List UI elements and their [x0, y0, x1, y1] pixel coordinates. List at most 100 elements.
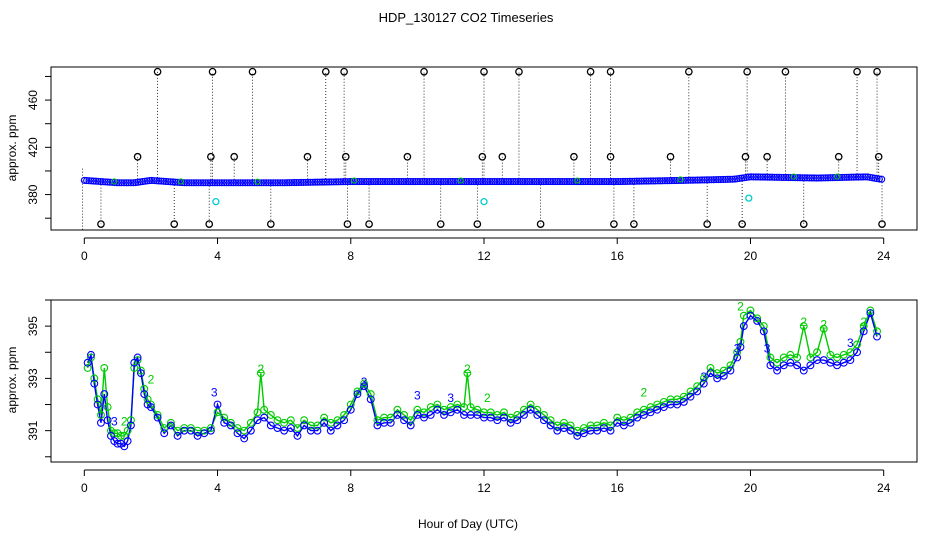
series-2-point: [116, 431, 125, 440]
series-3-point: [113, 439, 122, 448]
series-3-marker-label: 3: [414, 388, 421, 402]
top-baseline-point: [547, 178, 555, 186]
series-2-point: [393, 405, 402, 414]
top-baseline-point: [761, 173, 769, 181]
top-baseline-point: [423, 178, 431, 186]
top-baseline-point: [773, 173, 781, 181]
series-3-point: [573, 431, 582, 440]
top-baseline-point: [222, 179, 231, 187]
top-baseline-point: [728, 175, 737, 183]
series-3-point: [766, 361, 775, 370]
top-baseline-point: [689, 176, 697, 184]
series-2-point: [83, 363, 92, 372]
top-baseline-point: [90, 177, 98, 185]
top-baseline-point: [561, 178, 569, 186]
top-baseline-point: [369, 178, 377, 186]
series-2-point: [346, 400, 355, 409]
top-spike-high-marker: [684, 67, 693, 76]
top-baseline-point: [617, 177, 625, 186]
top-baseline-point: [596, 178, 604, 186]
series-3-point: [273, 424, 282, 432]
top-cyan-point: [745, 194, 753, 202]
top-baseline-point: [411, 178, 419, 186]
top-spike-high-marker: [340, 67, 348, 76]
series-3-point: [133, 353, 142, 362]
series-3-point: [300, 421, 309, 430]
top-baseline-point: [817, 174, 825, 182]
top-spike-mid-marker: [741, 152, 750, 161]
top-baseline-point: [721, 175, 730, 183]
top-baseline-point: [409, 178, 417, 186]
series-3-point: [633, 413, 642, 422]
series-3-point: [673, 400, 682, 409]
series-2-marker-label: 2: [800, 315, 807, 329]
series-3-marker-label: 3: [700, 370, 707, 384]
top-baseline-point: [544, 178, 552, 186]
top-baseline-point: [607, 178, 615, 186]
series-3-point: [619, 421, 628, 430]
series-3-point: [97, 418, 105, 427]
top-baseline-point: [665, 177, 674, 185]
series-3-point: [693, 387, 702, 396]
top-baseline-point: [780, 173, 788, 181]
series-3-point: [366, 395, 375, 404]
top-baseline-point: [840, 173, 848, 181]
top-spike-high-marker: [153, 67, 162, 76]
top-baseline-point: [507, 178, 515, 186]
series-3-marker-label: 3: [361, 375, 368, 389]
top-baseline-point: [537, 178, 545, 186]
series-3-point: [506, 418, 515, 427]
bottom-x-tick-label: 24: [877, 481, 891, 495]
top-baseline-point: [127, 179, 135, 187]
top-baseline-point: [712, 176, 720, 184]
series-3-point: [226, 421, 235, 430]
top-baseline-point: [479, 178, 487, 186]
top-baseline-point: [556, 178, 564, 186]
series-3-point: [413, 411, 422, 419]
series-3-point: [793, 361, 802, 370]
top-baseline-point: [199, 179, 207, 187]
series-3-point: [313, 426, 322, 435]
top-baseline-point: [686, 176, 695, 184]
top-baseline-point: [167, 178, 175, 186]
series-3-point: [173, 431, 182, 440]
top-baseline-point: [875, 175, 883, 183]
series-2-point: [300, 416, 309, 425]
top-baseline-point: [218, 179, 226, 187]
top-baseline-point: [528, 178, 536, 186]
top-baseline-point: [129, 179, 137, 187]
series-3-marker-label: 3: [111, 414, 118, 428]
top-baseline-point: [318, 178, 326, 186]
series-3-point: [733, 353, 742, 362]
top-baseline-point: [633, 177, 641, 185]
series-3-point: [533, 411, 542, 419]
top-markers: [97, 67, 886, 228]
series-2-point: [706, 363, 715, 372]
series-3-point: [393, 411, 402, 419]
top-baseline-point: [407, 178, 415, 186]
series-2-point: [613, 413, 622, 422]
top-baseline-point: [92, 177, 100, 185]
series-3-point: [859, 327, 868, 336]
series-3-marker-label: 3: [734, 341, 741, 355]
series-3-point: [386, 418, 395, 427]
top-baseline-point: [227, 179, 235, 187]
series-3-point: [266, 421, 275, 430]
series-3-point: [473, 411, 482, 419]
series-3-line: [86, 310, 878, 448]
top-spike-mid-marker: [403, 152, 412, 161]
top-baseline-point: [621, 177, 629, 185]
top-spike-high-marker: [321, 67, 330, 76]
top-baseline-point: [505, 178, 513, 186]
top-baseline-point: [843, 173, 851, 181]
top-baseline-point: [257, 179, 266, 187]
series-2-point: [340, 411, 349, 419]
series-2-marker-label: 2: [820, 318, 827, 332]
top-baseline-point: [239, 179, 247, 187]
top-baseline-point: [220, 179, 228, 187]
top-baseline-point: [582, 178, 590, 186]
top-spike-high-marker: [853, 67, 861, 76]
top-baseline-point: [591, 178, 599, 186]
top-baseline-point: [125, 179, 133, 187]
top-baseline-green-point: [254, 178, 261, 185]
